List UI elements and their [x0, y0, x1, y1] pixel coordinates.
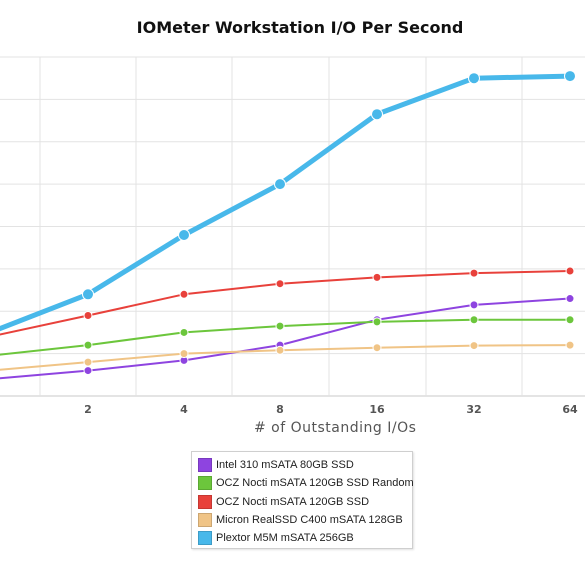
data-point[interactable] — [469, 315, 479, 325]
data-point[interactable] — [372, 317, 382, 327]
x-tick-label: 2 — [84, 403, 92, 416]
legend-swatch — [198, 458, 212, 472]
series-group — [0, 315, 575, 356]
legend-swatch — [198, 512, 212, 527]
line-chart: 2 4 8 16 32 64 — [0, 56, 585, 416]
data-point[interactable] — [469, 300, 479, 310]
data-point[interactable] — [372, 272, 382, 282]
data-point[interactable] — [565, 340, 575, 350]
legend-item[interactable]: Micron RealSSD C400 mSATA 128GB — [198, 511, 403, 529]
data-point[interactable] — [275, 321, 285, 331]
series-group — [0, 70, 576, 332]
legend-label: OCZ Nocti mSATA 120GB SSD — [216, 495, 370, 508]
data-point[interactable] — [179, 349, 189, 359]
chart-title: IOMeter Workstation I/O Per Second — [136, 18, 464, 37]
data-point[interactable] — [469, 268, 479, 278]
x-axis-ticks: 2 4 8 16 32 64 — [84, 403, 578, 416]
data-point[interactable] — [179, 327, 189, 337]
data-point[interactable] — [83, 310, 93, 320]
legend-item[interactable]: OCZ Nocti mSATA 120GB SSD Random — [198, 474, 414, 492]
data-point[interactable] — [83, 340, 93, 350]
data-point[interactable] — [275, 279, 285, 289]
data-point[interactable] — [371, 108, 383, 121]
legend-label: Micron RealSSD C400 mSATA 128GB — [216, 513, 403, 526]
x-tick-label: 64 — [562, 403, 578, 416]
data-point[interactable] — [82, 288, 94, 301]
data-point[interactable] — [83, 357, 93, 367]
x-tick-label: 4 — [180, 403, 188, 416]
x-tick-label: 32 — [466, 403, 481, 416]
legend: Intel 310 mSATA 80GB SSD OCZ Nocti mSATA … — [191, 451, 414, 549]
legend-item[interactable]: Intel 310 mSATA 80GB SSD — [198, 456, 354, 474]
data-point[interactable] — [275, 345, 285, 355]
data-point[interactable] — [372, 343, 382, 353]
data-point[interactable] — [469, 341, 479, 351]
data-point[interactable] — [565, 315, 575, 325]
legend-label: Intel 310 mSATA 80GB SSD — [216, 459, 354, 471]
data-point[interactable] — [565, 266, 575, 276]
legend-swatch — [198, 494, 212, 509]
x-tick-label: 8 — [276, 403, 284, 416]
data-point[interactable] — [565, 294, 575, 304]
legend-item[interactable]: Plextor M5M mSATA 256GB — [198, 529, 354, 547]
legend-swatch — [198, 476, 212, 491]
series-group — [0, 340, 575, 371]
x-tick-label: 16 — [369, 403, 385, 416]
series-group — [0, 266, 575, 336]
legend-swatch — [198, 531, 212, 546]
legend-item[interactable]: OCZ Nocti mSATA 120GB SSD — [198, 493, 369, 511]
x-axis-title: # of Outstanding I/Os — [254, 420, 417, 436]
data-point[interactable] — [468, 72, 480, 85]
data-point[interactable] — [83, 366, 93, 376]
data-point[interactable] — [178, 228, 190, 241]
data-point[interactable] — [564, 70, 576, 83]
series-group — [0, 294, 575, 380]
legend-label: OCZ Nocti mSATA 120GB SSD Random — [216, 477, 414, 490]
data-point[interactable] — [274, 178, 286, 191]
legend-label: Plextor M5M mSATA 256GB — [216, 532, 354, 545]
series-layer — [0, 70, 576, 380]
data-point[interactable] — [179, 289, 189, 299]
series-line — [0, 344, 571, 371]
